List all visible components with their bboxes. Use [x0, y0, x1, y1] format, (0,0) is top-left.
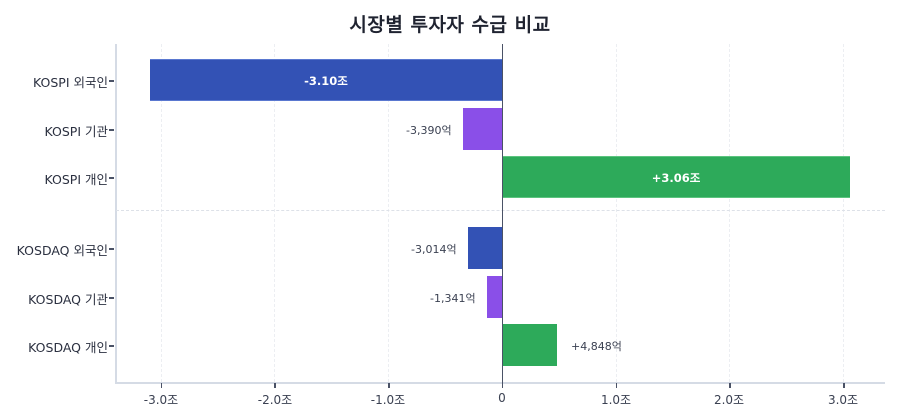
- bar-kospi-individual: [502, 156, 850, 198]
- x-tick: [160, 383, 162, 388]
- bar-value-label: +4,848억: [571, 340, 622, 353]
- gridline-neg3: [160, 44, 162, 382]
- y-label-kospi-individual: KOSPI 개인: [44, 172, 109, 187]
- gridline-pos3: [843, 44, 844, 382]
- y-label-kosdaq-institution: KOSDAQ 기관: [28, 292, 108, 307]
- bar-kospi-foreign: [150, 59, 502, 101]
- bar-value-label: -3.10조: [304, 74, 348, 88]
- y-label-kosdaq-individual: KOSDAQ 개인: [28, 340, 108, 355]
- zero-line: [501, 44, 503, 383]
- bar-value-label: -3,014억: [411, 243, 457, 256]
- x-tick-label: -3.0조: [143, 393, 179, 407]
- x-tick: [729, 383, 731, 388]
- x-tick: [501, 383, 503, 388]
- gridline-neg1: [388, 44, 389, 382]
- y-tick: [109, 129, 114, 131]
- gridline-neg2: [274, 44, 275, 382]
- bar-value-label: -1,341억: [430, 292, 476, 305]
- x-tick: [388, 383, 390, 388]
- bar-value-label: +3.06조: [651, 171, 701, 185]
- gridline-pos1: [615, 44, 617, 382]
- chart-title: 시장별 투자자 수급 비교: [349, 14, 551, 36]
- x-tick-label: -1.0조: [370, 393, 406, 407]
- y-tick: [109, 345, 114, 347]
- bar-kospi-institution: [463, 108, 502, 150]
- group-separator: [116, 210, 885, 211]
- y-tick: [109, 80, 114, 82]
- x-tick-label: 2.0조: [713, 393, 745, 407]
- y-label-kosdaq-foreign: KOSDAQ 외국인: [16, 243, 108, 258]
- bar-kosdaq-institution: [487, 276, 502, 318]
- y-axis-spine: [115, 44, 117, 383]
- y-tick: [109, 177, 114, 179]
- x-tick-label: 3.0조: [827, 393, 859, 407]
- gridline-pos2: [729, 44, 730, 382]
- y-tick: [109, 248, 114, 250]
- bar-value-label: -3,390억: [406, 124, 452, 137]
- x-tick: [843, 383, 845, 388]
- x-tick-label: -2.0조: [257, 393, 293, 407]
- x-axis-spine: [115, 382, 885, 384]
- y-label-kospi-foreign: KOSPI 외국인: [33, 75, 108, 90]
- x-tick-label: 1.0조: [600, 393, 632, 407]
- x-tick: [615, 383, 617, 388]
- x-tick-label: 0: [498, 391, 506, 405]
- y-label-kospi-institution: KOSPI 기관: [44, 124, 109, 139]
- x-tick: [274, 383, 276, 388]
- bar-kosdaq-foreign: [468, 227, 502, 269]
- bar-kosdaq-individual: [502, 324, 557, 366]
- y-tick: [109, 297, 114, 299]
